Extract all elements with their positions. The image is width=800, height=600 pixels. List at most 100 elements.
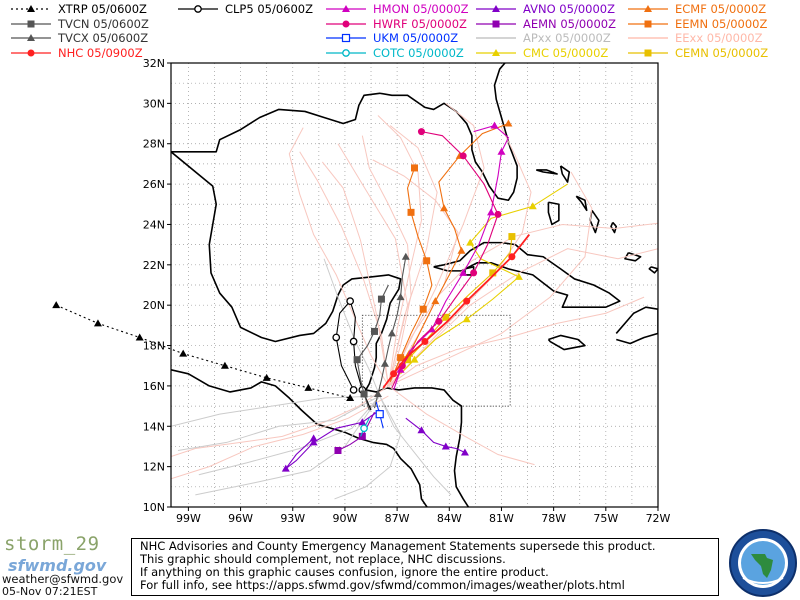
model-tracks [52, 119, 568, 472]
ensemble-track [198, 395, 381, 476]
legend-label: HMON 05/0000Z [373, 2, 469, 16]
lat-tick-label: 14N [143, 420, 165, 433]
legend-marker [27, 20, 35, 27]
legend-label: COTC 05/0000Z [373, 45, 464, 60]
legend-marker [492, 5, 500, 12]
axes: 32N 30N 28N 26N 24N 22N 20N 18N 16N 14N 12N 10N 99W 9… [143, 57, 671, 525]
ensemble-track [388, 385, 535, 466]
coastline [536, 169, 558, 175]
ensemble-track [334, 395, 402, 500]
legend-swatch [628, 37, 668, 39]
coastline [575, 195, 588, 212]
ensemble-track [288, 127, 389, 387]
storm-name: storm_29 [4, 533, 100, 555]
legend-swatch [326, 20, 366, 27]
ensemble-track [177, 395, 380, 451]
track-marker [417, 426, 426, 434]
track-marker [494, 210, 502, 218]
track-marker [358, 418, 367, 426]
track-marker [470, 269, 478, 277]
disclaimer-box: NHC Advisories and County Emergency Mana… [131, 538, 719, 596]
track-marker [514, 272, 523, 280]
legend-swatch [628, 49, 668, 56]
legend-label: EExx 05/0000Z [675, 31, 763, 45]
track-marker [440, 204, 449, 212]
track-line [400, 183, 568, 375]
coastline [171, 368, 428, 507]
legend-marker [27, 34, 35, 41]
disclaimer-line: NHC Advisories and County Emergency Mana… [140, 539, 656, 553]
track-eemn [389, 164, 433, 383]
track-marker [504, 119, 513, 127]
track-aemn [334, 411, 375, 454]
coastline [547, 334, 586, 351]
track-hwrf [391, 128, 502, 389]
coastline [615, 306, 658, 345]
track-marker [489, 269, 497, 277]
coastline [547, 201, 560, 226]
ensemble-track [171, 395, 389, 480]
track-ukm [375, 401, 384, 429]
ensemble-track [337, 143, 409, 387]
track-marker [349, 337, 358, 346]
track-marker [93, 319, 102, 327]
ensemble-track [361, 135, 412, 387]
track-line [382, 233, 531, 389]
ensemble-track [321, 161, 389, 386]
ensemble-track [379, 395, 452, 496]
lon-tick-label: 90W [332, 512, 357, 525]
coastline [171, 63, 518, 202]
track-avno2 [405, 417, 469, 456]
coastline [648, 266, 658, 274]
coastline [559, 165, 571, 183]
track-marker [441, 442, 450, 450]
legend-marker [342, 48, 350, 57]
disclaimer-line: This graphic should complement, not repl… [140, 552, 506, 566]
lon-tick-label: 87W [385, 512, 410, 525]
track-line [373, 256, 407, 409]
track-marker [508, 253, 516, 261]
track-line [55, 304, 351, 399]
track-marker [457, 246, 466, 254]
track-line [285, 409, 381, 470]
legend-swatch [326, 5, 366, 12]
track-avno [281, 409, 381, 472]
legend-swatch [11, 49, 51, 56]
track-tvcx [373, 252, 410, 409]
track-cotc [360, 417, 370, 437]
track-xtrp [52, 301, 355, 402]
legend-label: CMC 05/0000Z [523, 45, 609, 60]
lon-tick-label: 72W [646, 512, 671, 525]
track-cmc [400, 183, 568, 375]
legend-label: APxx 05/0000Z [523, 31, 611, 45]
coastline [171, 151, 470, 507]
track-marker [411, 164, 418, 172]
track-marker [417, 128, 425, 136]
lat-tick-label: 18N [143, 340, 165, 353]
track-marker [370, 327, 378, 335]
ensemble-track [195, 395, 381, 496]
track-marker [262, 373, 271, 381]
coastline [610, 221, 618, 234]
legend-swatch [476, 48, 516, 56]
track-line [337, 411, 375, 451]
track-marker [387, 329, 396, 337]
ensemble-members [171, 102, 658, 500]
legend-marker [342, 20, 350, 27]
track-marker [358, 432, 366, 440]
ensemble-track [171, 395, 380, 427]
track-hmon [393, 121, 510, 391]
ensemble-track [387, 222, 658, 387]
lat-tick-label: 26N [143, 178, 165, 191]
legend-marker [492, 20, 500, 27]
track-tvcn [353, 284, 389, 411]
disclaimer-line: For full info, see https://apps.sfwmd.go… [140, 578, 625, 592]
track-marker [497, 147, 506, 155]
legend-swatch [326, 33, 366, 43]
legend-label: UKM 05/0000Z [373, 31, 459, 45]
track-marker [309, 434, 318, 442]
legend-label: CLP5 05/0600Z [225, 2, 313, 16]
legend-swatch [476, 20, 516, 27]
coastline [433, 241, 621, 309]
track-marker [466, 238, 475, 246]
